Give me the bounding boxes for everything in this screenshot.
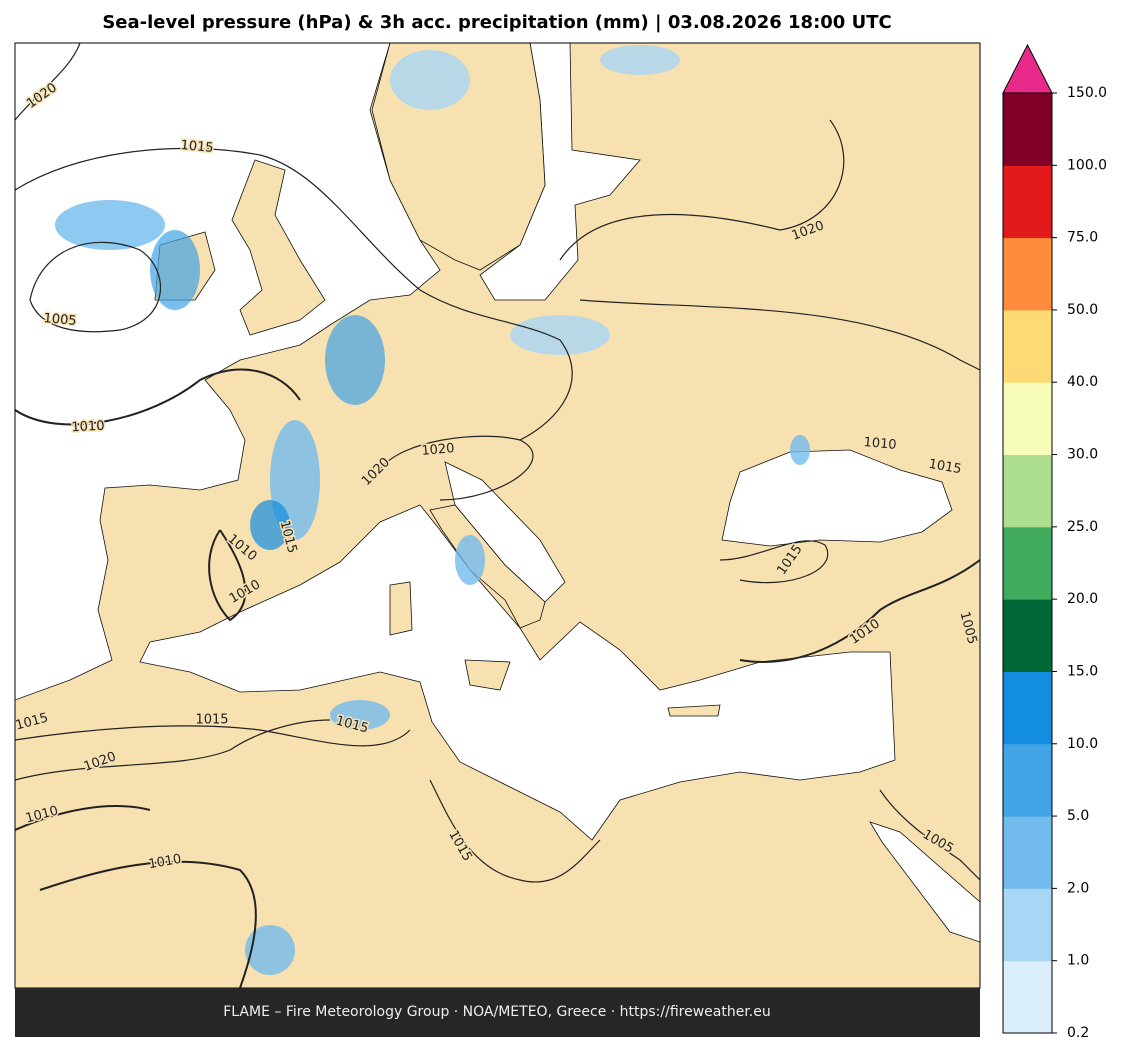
red-sea [869,821,980,943]
colorbar-label: 0.2 [1067,1025,1089,1041]
crete [667,704,721,717]
contour-label: 1010 [863,435,897,453]
black-sea [721,449,953,547]
italy [429,504,546,629]
colorbar-segment [1003,816,1052,889]
colorbar-segment [1003,671,1052,745]
colorbar-segment [1003,888,1052,962]
colorbar-label: 10.0 [1067,736,1098,752]
colorbar-label: 1.0 [1067,953,1089,969]
colorbar-segment [1003,599,1052,672]
colorbar: 0.2 1.0 2.0 5.0 10.0 15.0 20.0 25.0 30.0 40.0 50.0… [1002,43,1107,1041]
colorbar-label: 150.0 [1067,85,1107,101]
colorbar-label: 2.0 [1067,880,1089,896]
colorbar-segment [1003,454,1052,528]
sicily [464,659,511,691]
colorbar-segment [1003,960,1052,1034]
contour-label: 1005 [43,311,77,329]
colorbar-segment [1003,165,1052,239]
colorbar-segment [1003,237,1052,311]
contour-label: 1010 [147,852,182,873]
colorbar-label: 15.0 [1067,663,1098,679]
colorbar-segment [1003,93,1052,166]
contour-label: 1015 [927,457,962,478]
contour-label: 1020 [421,441,455,459]
sardinia [389,581,413,636]
contour-label: 1010 [71,419,105,436]
contour-label: 1015 [180,138,214,156]
colorbar-extend [1002,43,1053,94]
colorbar-segment [1003,743,1052,817]
great-britain [231,159,326,336]
colorbar-label: 5.0 [1067,808,1089,824]
colorbar-label: 25.0 [1067,519,1098,535]
colorbar-frame [1002,92,1053,1034]
footer: FLAME – Fire Meteorology Group · NOA/MET… [223,1004,771,1020]
colorbar-label: 30.0 [1067,447,1098,463]
colorbar-label: 50.0 [1067,302,1098,318]
isobars [15,43,980,988]
colorbar-label: 100.0 [1067,157,1107,173]
contour-label: 1015 [195,713,228,728]
colorbar-segment [1003,382,1052,456]
title: Sea-level pressure (hPa) & 3h acc. preci… [102,12,891,33]
colorbar-segment [1003,526,1052,600]
colorbar-label: 20.0 [1067,591,1098,607]
colorbar-label: 40.0 [1067,374,1098,390]
footer-bar [15,988,980,1037]
precipitation [55,45,810,975]
colorbar-label: 75.0 [1067,230,1098,246]
colorbar-segment [1003,309,1052,383]
